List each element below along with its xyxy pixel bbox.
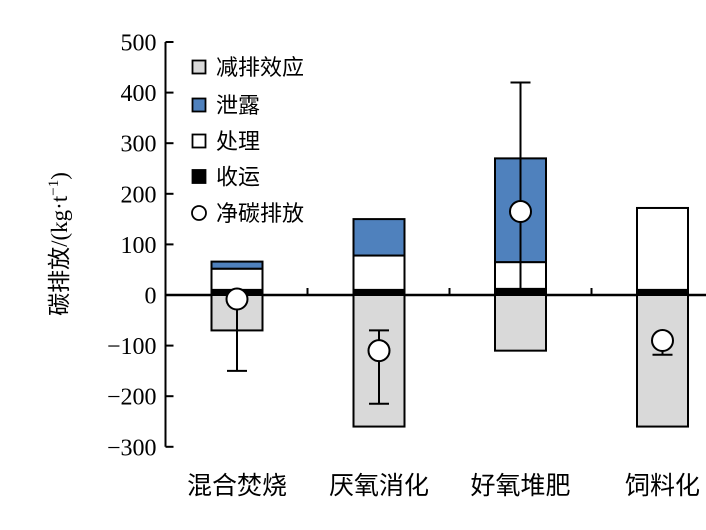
bar-segment-treatment bbox=[210, 267, 264, 291]
x-category-label: 好氧堆肥 bbox=[470, 472, 570, 500]
legend-label: 泄露 bbox=[216, 93, 260, 118]
net-emission-marker bbox=[367, 339, 391, 363]
bar-segment-leakage bbox=[352, 218, 406, 257]
x-category-label: 混合焚烧 bbox=[187, 472, 287, 500]
y-tick-label: 0 bbox=[145, 284, 157, 310]
legend-label: 减排效应 bbox=[216, 55, 304, 80]
legend-swatch-collection bbox=[191, 169, 207, 184]
y-tick-label: −200 bbox=[107, 385, 157, 411]
y-tick-label: 100 bbox=[121, 233, 157, 259]
bar-segment-reduction bbox=[494, 294, 547, 352]
chart-canvas: 500 400 300 200 100 0 −100 −200 −300 混合焚烧 厌氧消化 好氧堆肥… bbox=[46, 31, 706, 500]
legend-swatch-reduction bbox=[191, 59, 207, 75]
x-category-label: 饲料化 bbox=[625, 472, 700, 500]
net-emission-marker bbox=[509, 200, 532, 224]
legend-swatch-leakage bbox=[191, 97, 207, 113]
y-tick-label: 500 bbox=[121, 31, 157, 57]
bar-segment-treatment bbox=[352, 254, 406, 291]
legend-label: 收运 bbox=[216, 165, 260, 190]
y-tick-label: 200 bbox=[121, 182, 157, 208]
legend-swatch-treatment bbox=[191, 133, 207, 149]
net-emission-marker bbox=[651, 329, 674, 353]
y-tick-label: 400 bbox=[121, 81, 157, 107]
carbon-emissions-chart: 500 400 300 200 100 0 −100 −200 −300 混合焚烧 厌氧消化 好氧堆肥… bbox=[40, 16, 706, 514]
x-category-label: 厌氧消化 bbox=[329, 472, 429, 500]
legend-marker-net-circle bbox=[191, 205, 207, 221]
y-axis-title: 碳排放/(kg·t−1) bbox=[46, 172, 72, 316]
legend-label: 处理 bbox=[216, 129, 260, 154]
bar-segment-treatment bbox=[636, 206, 689, 291]
y-tick-label: −300 bbox=[107, 435, 157, 461]
y-tick-label: 300 bbox=[121, 132, 157, 158]
bar-segment-leakage bbox=[210, 260, 264, 270]
bar-segment-collection bbox=[352, 288, 406, 297]
bar-segment-reduction bbox=[636, 294, 689, 428]
y-tick-label: −100 bbox=[107, 334, 157, 360]
net-emission-marker bbox=[225, 287, 249, 311]
legend-label: 净碳排放 bbox=[216, 201, 304, 226]
bar-segment-collection bbox=[636, 288, 689, 297]
